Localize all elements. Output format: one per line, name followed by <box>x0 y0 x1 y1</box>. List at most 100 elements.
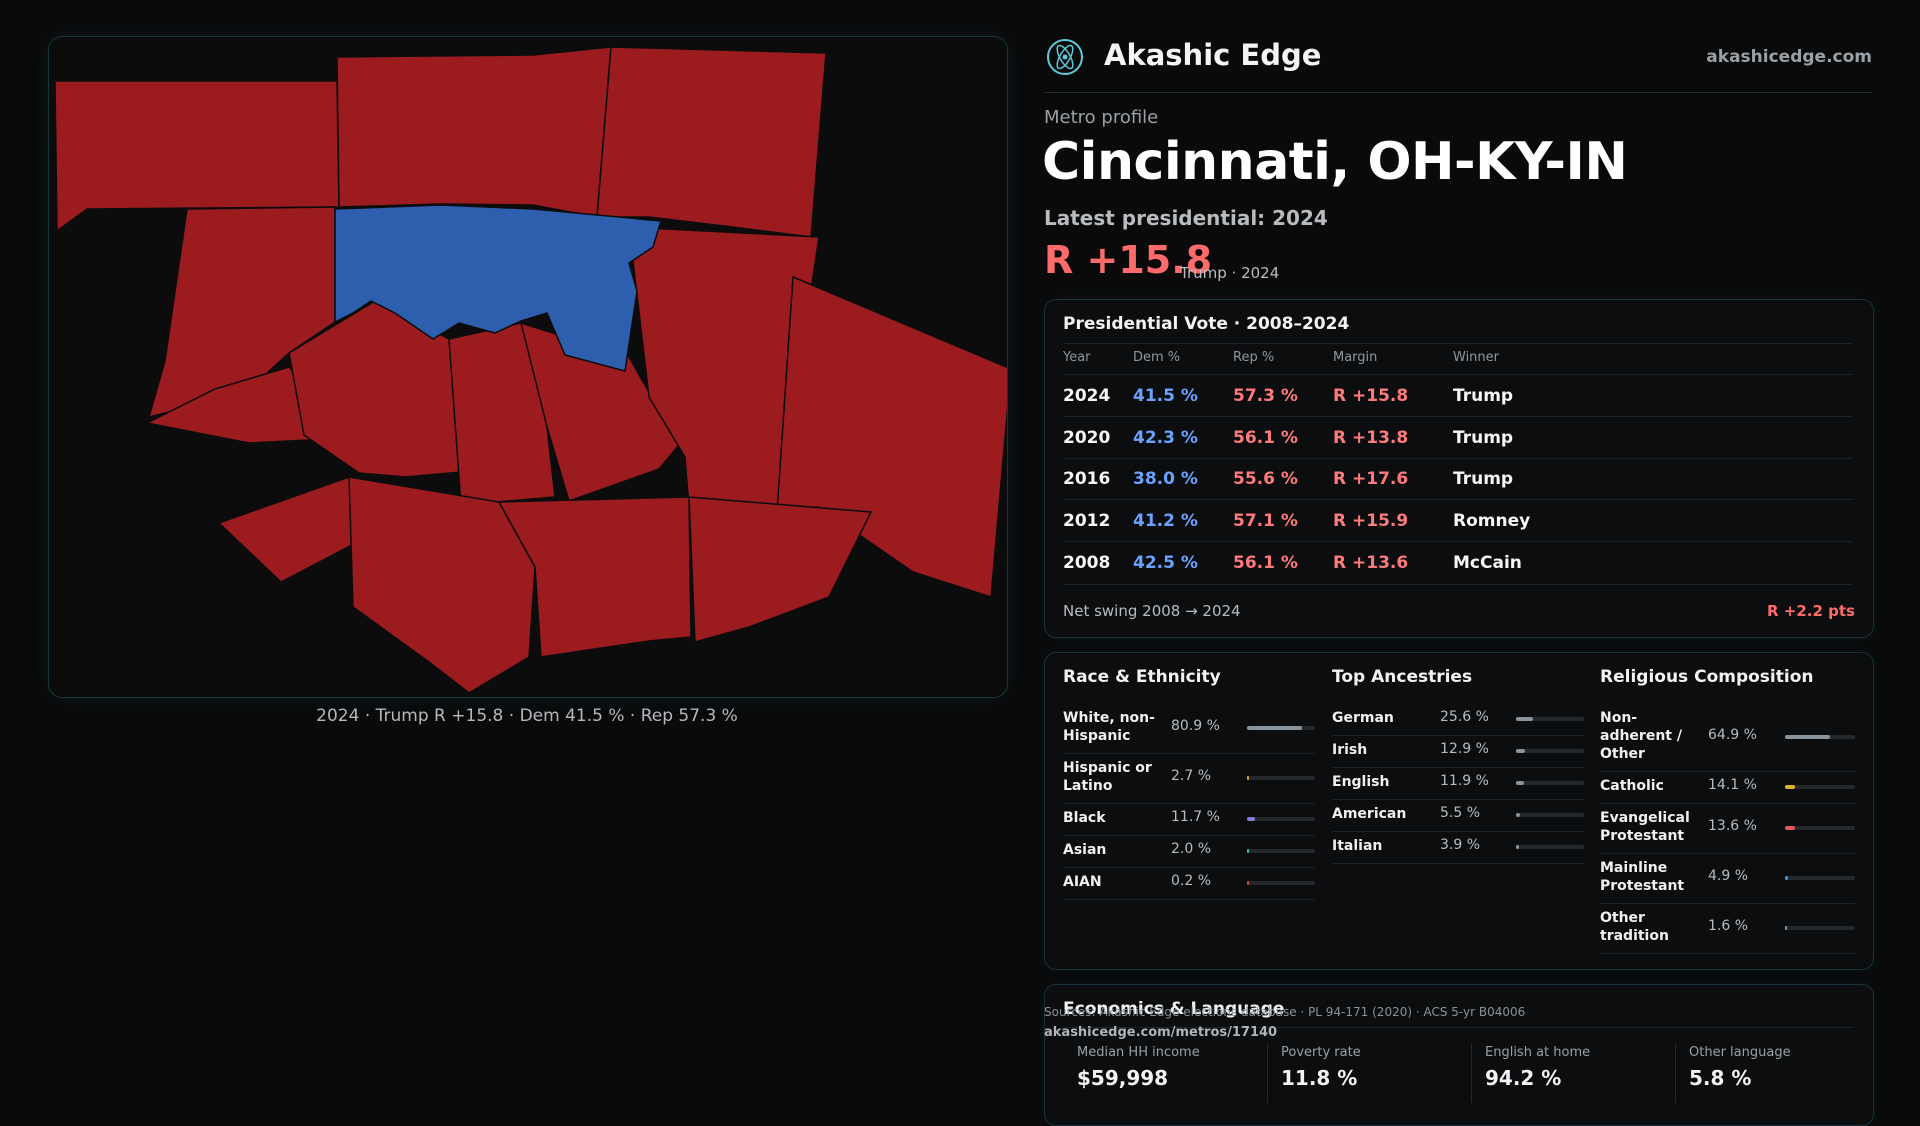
table-row: 2012 41.2 % 57.1 % R +15.9 Romney <box>1045 500 1873 542</box>
county-shape[interactable] <box>688 496 873 643</box>
presidential-vote-panel: Presidential Vote · 2008–2024 Year Dem %… <box>1044 299 1874 638</box>
stat-row: Irish 12.9 % <box>1332 735 1584 768</box>
cell-winner: Trump <box>1453 428 1514 448</box>
stat-label: Other tradition <box>1600 910 1669 944</box>
county-shape[interactable] <box>519 321 680 502</box>
stat-value: 4.9 % <box>1708 868 1749 884</box>
stat-bar-track <box>1785 735 1855 739</box>
stat-row: German 25.6 % <box>1332 703 1584 736</box>
cell-margin: R +13.6 <box>1333 553 1409 573</box>
profile-eyebrow: Metro profile <box>1044 107 1159 128</box>
divider <box>1063 343 1853 344</box>
econ-english-at-home: English at home 94.2 % <box>1485 1045 1590 1090</box>
brand-link[interactable]: akashicedge.com <box>1706 47 1872 67</box>
divider <box>1063 416 1853 417</box>
column-header-margin: Margin <box>1333 350 1378 365</box>
county-map-svg[interactable] <box>49 37 1007 697</box>
stat-label: Hispanic or Latino <box>1063 760 1152 794</box>
cell-rep: 56.1 % <box>1233 428 1298 448</box>
stat-bar-fill <box>1247 881 1249 885</box>
cell-year: 2008 <box>1063 553 1111 573</box>
stat-row: Other tradition 1.6 % <box>1600 903 1855 954</box>
sources-note: Sources: Akashic Edge elections database… <box>1044 1005 1526 1019</box>
stat-bar-fill <box>1785 735 1831 739</box>
stat-row: Black 11.7 % <box>1063 803 1315 836</box>
cell-winner: Trump <box>1453 386 1514 406</box>
stat-value: 11.7 % <box>1171 809 1220 825</box>
divider <box>1471 1043 1472 1103</box>
divider <box>1063 499 1853 500</box>
stat-bar-fill <box>1785 876 1789 880</box>
atom-logo-icon[interactable] <box>1046 38 1084 76</box>
stat-bar-track <box>1247 881 1315 885</box>
net-swing-label: Net swing 2008 → 2024 <box>1063 602 1241 620</box>
divider <box>1675 1043 1676 1103</box>
divider <box>1063 541 1853 542</box>
stat-label: English <box>1332 774 1390 790</box>
cell-margin: R +13.8 <box>1333 428 1409 448</box>
econ-value: 94.2 % <box>1485 1066 1562 1090</box>
stat-bar-fill <box>1785 826 1795 830</box>
county-shape-dem[interactable] <box>334 204 662 372</box>
stat-value: 11.9 % <box>1440 773 1489 789</box>
stat-label: White, non-Hispanic <box>1063 710 1155 744</box>
stat-bar-fill <box>1516 813 1520 817</box>
panel-title: Presidential Vote · 2008–2024 <box>1063 314 1350 334</box>
stat-bar-track <box>1516 717 1584 721</box>
demographics-panel: Race & Ethnicity White, non-Hispanic 80.9… <box>1044 652 1874 970</box>
stat-bar-track <box>1516 813 1584 817</box>
stat-value: 14.1 % <box>1708 777 1757 793</box>
stat-value: 13.6 % <box>1708 818 1757 834</box>
cell-rep: 55.6 % <box>1233 469 1298 489</box>
cell-dem: 41.5 % <box>1133 386 1198 406</box>
stat-label: Asian <box>1063 842 1107 858</box>
stat-bar-fill <box>1247 849 1249 853</box>
stat-row: Evangelical Protestant 13.6 % <box>1600 803 1855 854</box>
net-swing-value: R +2.2 pts <box>1767 602 1855 620</box>
cell-margin: R +15.9 <box>1333 511 1409 531</box>
stat-label: Black <box>1063 810 1106 826</box>
stat-row: White, non-Hispanic 80.9 % <box>1063 703 1315 754</box>
econ-median-income: Median HH income $59,998 <box>1077 1045 1200 1090</box>
stat-bar-fill <box>1247 776 1249 780</box>
county-shape[interactable] <box>336 46 612 218</box>
section-title: Top Ancestries <box>1332 667 1473 687</box>
latest-margin: R +15.8 <box>1044 238 1213 282</box>
stat-row: American 5.5 % <box>1332 799 1584 832</box>
latest-presidential-label: Latest presidential: 2024 <box>1044 206 1328 230</box>
stat-row: Mainline Protestant 4.9 % <box>1600 853 1855 904</box>
stat-label: Catholic <box>1600 778 1664 794</box>
stat-bar-track <box>1247 726 1315 730</box>
econ-value: 11.8 % <box>1281 1066 1358 1090</box>
stat-row: Asian 2.0 % <box>1063 835 1315 868</box>
stat-bar-track <box>1516 749 1584 753</box>
header-divider <box>1044 92 1872 93</box>
econ-label: Other language <box>1689 1045 1791 1060</box>
cell-dem: 42.3 % <box>1133 428 1198 448</box>
column-header-dem: Dem % <box>1133 350 1181 365</box>
cell-year: 2024 <box>1063 386 1111 406</box>
cell-year: 2016 <box>1063 469 1111 489</box>
stat-bar-fill <box>1516 717 1534 721</box>
stat-label: Italian <box>1332 838 1383 854</box>
table-row: 2024 41.5 % 57.3 % R +15.8 Trump <box>1045 375 1873 417</box>
divider <box>1063 374 1853 375</box>
econ-label: English at home <box>1485 1045 1591 1060</box>
stat-value: 2.7 % <box>1171 768 1212 784</box>
permalink[interactable]: akashicedge.com/metros/17140 <box>1044 1025 1278 1040</box>
stat-bar-track <box>1785 876 1855 880</box>
stat-bar-fill <box>1785 926 1787 930</box>
cell-dem: 38.0 % <box>1133 469 1198 489</box>
county-shape[interactable] <box>596 46 827 238</box>
divider <box>1063 1027 1853 1028</box>
county-map[interactable] <box>48 36 1008 698</box>
stat-bar-fill <box>1247 817 1255 821</box>
stat-bar-fill <box>1785 785 1795 789</box>
stat-value: 80.9 % <box>1171 718 1220 734</box>
cell-dem: 41.2 % <box>1133 511 1198 531</box>
stat-value: 0.2 % <box>1171 873 1212 889</box>
cell-winner: McCain <box>1453 553 1522 573</box>
stat-bar-track <box>1516 845 1584 849</box>
stat-value: 64.9 % <box>1708 727 1757 743</box>
stat-row: Non-adherent / Other 64.9 % <box>1600 703 1855 772</box>
